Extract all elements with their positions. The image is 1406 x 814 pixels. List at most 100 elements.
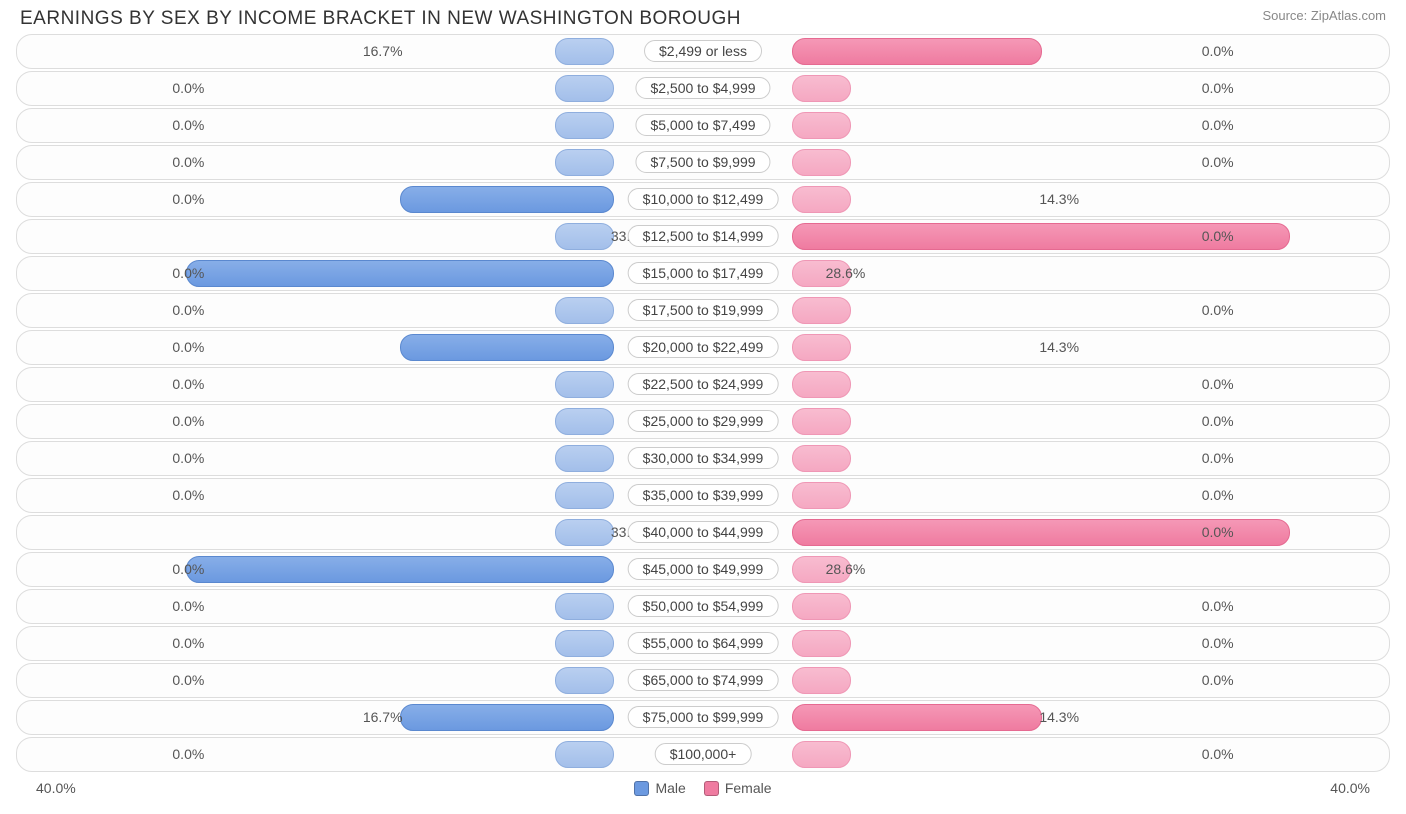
male-bar (400, 186, 614, 213)
category-label: $40,000 to $44,999 (628, 521, 779, 543)
category-label: $22,500 to $24,999 (628, 373, 779, 395)
legend-item-female: Female (704, 780, 772, 796)
male-swatch-icon (634, 781, 649, 796)
legend-female-label: Female (725, 780, 772, 796)
female-value-label: 0.0% (172, 302, 204, 318)
chart-row: $2,500 to $4,999 0.0% 0.0% (16, 71, 1390, 106)
female-value-label: 0.0% (172, 450, 204, 466)
male-value-label: 0.0% (1202, 635, 1234, 651)
male-value-label: 0.0% (1202, 80, 1234, 96)
legend-male-label: Male (655, 780, 685, 796)
male-value-label: 0.0% (1202, 450, 1234, 466)
male-value-label: 0.0% (1202, 598, 1234, 614)
male-value-label: 0.0% (1202, 43, 1234, 59)
male-value-label: 0.0% (1202, 413, 1234, 429)
category-label: $20,000 to $22,499 (628, 336, 779, 358)
category-label: $55,000 to $64,999 (628, 632, 779, 654)
category-label: $12,500 to $14,999 (628, 225, 779, 247)
male-bar (186, 260, 613, 287)
chart-row: $15,000 to $17,49928.6%0.0% (16, 256, 1390, 291)
category-label: $50,000 to $54,999 (628, 595, 779, 617)
male-value-label: 0.0% (1202, 228, 1234, 244)
chart-body: $2,499 or less0.0%16.7%$2,500 to $4,9990… (0, 34, 1406, 772)
female-value-label: 0.0% (172, 561, 204, 577)
legend: Male Female (634, 780, 771, 796)
axis-left-max: 40.0% (36, 780, 76, 796)
male-value-label: 14.3% (1039, 191, 1079, 207)
female-value-label: 0.0% (172, 635, 204, 651)
chart-row: $100,000+0.0%0.0% (16, 737, 1390, 772)
chart-row: $65,000 to $74,9990.0%0.0% (16, 663, 1390, 698)
female-value-label: 0.0% (172, 80, 204, 96)
female-value-label: 0.0% (172, 191, 204, 207)
chart-header: EARNINGS BY SEX BY INCOME BRACKET IN NEW… (0, 0, 1406, 34)
female-bar (792, 408, 851, 435)
female-bar (792, 741, 851, 768)
category-label: $35,000 to $39,999 (628, 484, 779, 506)
chart-row: $30,000 to $34,9990.0%0.0% (16, 441, 1390, 476)
male-value-label: 0.0% (1202, 154, 1234, 170)
female-bar (792, 149, 851, 176)
female-bar (792, 371, 851, 398)
male-bar (186, 556, 613, 583)
chart-title: EARNINGS BY SEX BY INCOME BRACKET IN NEW… (20, 8, 741, 30)
female-bar (792, 667, 851, 694)
female-value-label: 0.0% (172, 487, 204, 503)
female-value-label: 0.0% (172, 413, 204, 429)
female-bar (792, 482, 851, 509)
male-bar (555, 112, 614, 139)
chart-row: $20,000 to $22,499 14.3% 0.0% (16, 330, 1390, 365)
female-value-label: 0.0% (172, 376, 204, 392)
chart-source: Source: ZipAtlas.com (1262, 8, 1386, 23)
female-bar (792, 186, 851, 213)
female-bar (792, 75, 851, 102)
male-value-label: 0.0% (1202, 376, 1234, 392)
category-label: $65,000 to $74,999 (628, 669, 779, 691)
female-value-label: 0.0% (172, 339, 204, 355)
category-label: $2,500 to $4,999 (635, 77, 770, 99)
male-bar (555, 519, 614, 546)
female-bar (792, 704, 1042, 731)
male-value-label: 14.3% (1039, 709, 1079, 725)
chart-row: $35,000 to $39,9990.0%0.0% (16, 478, 1390, 513)
female-bar (792, 38, 1042, 65)
category-label: $100,000+ (655, 743, 752, 765)
male-bar (555, 223, 614, 250)
male-value-label: 28.6% (826, 265, 866, 281)
female-bar (792, 112, 851, 139)
axis-right-max: 40.0% (1330, 780, 1370, 796)
chart-row: $22,500 to $24,999 0.0% 0.0% (16, 367, 1390, 402)
male-value-label: 0.0% (1202, 672, 1234, 688)
chart-row: $45,000 to $49,99928.6%0.0% (16, 552, 1390, 587)
category-label: $5,000 to $7,499 (635, 114, 770, 136)
category-label: $15,000 to $17,499 (628, 262, 779, 284)
chart-row: $40,000 to $44,9990.0%33.3% (16, 515, 1390, 550)
female-value-label: 0.0% (172, 154, 204, 170)
legend-item-male: Male (634, 780, 685, 796)
male-bar (555, 297, 614, 324)
chart-row: $2,499 or less0.0%16.7% (16, 34, 1390, 69)
chart-row: $55,000 to $64,999 0.0% 0.0% (16, 626, 1390, 661)
male-bar (555, 445, 614, 472)
male-bar (555, 38, 614, 65)
male-bar (555, 408, 614, 435)
female-swatch-icon (704, 781, 719, 796)
male-bar (555, 630, 614, 657)
chart-row: $12,500 to $14,9990.0%33.3% (16, 219, 1390, 254)
category-label: $10,000 to $12,499 (628, 188, 779, 210)
chart-row: $7,500 to $9,9990.0%0.0% (16, 145, 1390, 180)
female-bar (792, 593, 851, 620)
chart-row: $10,000 to $12,499 14.3% 0.0% (16, 182, 1390, 217)
category-label: $17,500 to $19,999 (628, 299, 779, 321)
chart-row: $25,000 to $29,999 0.0% 0.0% (16, 404, 1390, 439)
female-bar (792, 297, 851, 324)
male-bar (555, 75, 614, 102)
male-value-label: 14.3% (1039, 339, 1079, 355)
male-bar (555, 667, 614, 694)
category-label: $25,000 to $29,999 (628, 410, 779, 432)
male-bar (555, 593, 614, 620)
male-value-label: 0.0% (1202, 117, 1234, 133)
male-value-label: 0.0% (1202, 524, 1234, 540)
female-value-label: 16.7% (363, 43, 403, 59)
male-bar (555, 149, 614, 176)
